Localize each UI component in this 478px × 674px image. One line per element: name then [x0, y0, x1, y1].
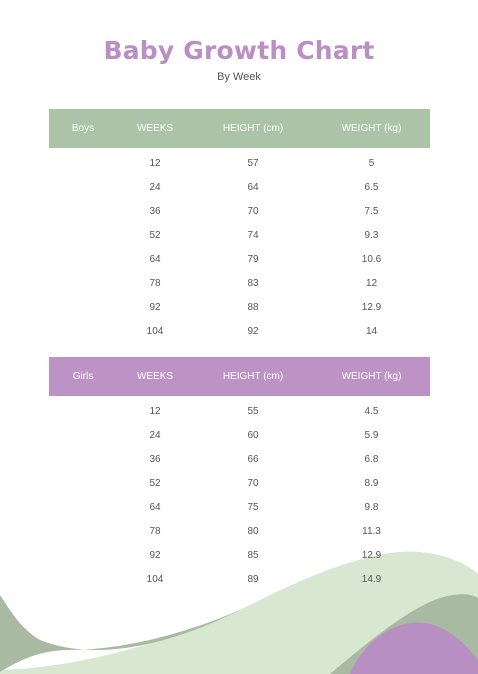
weight-cell: 9.3	[364, 229, 379, 241]
weight-cell: 14.9	[361, 574, 382, 586]
height-cell: 55	[247, 405, 259, 417]
weight-cell: 6.5	[364, 181, 379, 193]
weeks-cell: 64	[149, 253, 161, 265]
weight-cell: 10.6	[361, 253, 382, 265]
weeks-cell: 24	[149, 181, 161, 193]
height-cell: 92	[247, 326, 259, 338]
weeks-cell: 12	[149, 157, 161, 169]
weeks-cell: 36	[149, 453, 161, 465]
header-group-label: Boys	[71, 123, 95, 134]
weeks-cell: 104	[146, 574, 164, 586]
weeks-cell: 78	[149, 526, 161, 538]
girls-table: Girls WEEKS HEIGHT (cm) WEIGHT (kg) 12 55…	[49, 357, 430, 592]
wave-purple	[350, 622, 478, 674]
boys-table-body: 12 57 5 24 64 6.5 36 70 7.5 52 74 9.3 64 79 10.6 78 83 12…	[49, 148, 430, 344]
weeks-cell: 52	[149, 229, 161, 241]
table-row: 78 83 12	[49, 271, 430, 295]
height-cell: 60	[247, 429, 259, 441]
weight-cell: 5	[368, 157, 375, 169]
height-cell: 75	[247, 501, 259, 513]
weight-cell: 12.9	[361, 302, 382, 314]
header-weight: WEIGHT (kg)	[341, 123, 402, 134]
weight-cell: 7.5	[364, 205, 379, 217]
table-row: 52 74 9.3	[49, 223, 430, 247]
wave-dark-green-left	[0, 595, 240, 672]
header-weight: WEIGHT (kg)	[341, 371, 402, 382]
weeks-cell: 104	[146, 326, 164, 338]
weight-cell: 11.3	[362, 526, 381, 538]
table-row: 36 66 6.8	[49, 447, 430, 471]
table-row: 92 88 12.9	[49, 296, 430, 320]
header-weeks: WEEKS	[136, 371, 174, 382]
height-cell: 64	[247, 181, 259, 193]
weight-cell: 12.9	[361, 550, 382, 562]
header-weeks: WEEKS	[136, 123, 174, 134]
weeks-cell: 24	[149, 429, 161, 441]
height-cell: 80	[247, 526, 259, 538]
table-row: 104 89 14.9	[49, 568, 430, 592]
weeks-cell: 36	[149, 205, 161, 217]
height-cell: 83	[247, 278, 259, 290]
table-row: 52 70 8.9	[49, 471, 430, 495]
weeks-cell: 64	[149, 501, 161, 513]
height-cell: 85	[247, 550, 259, 562]
weeks-cell: 92	[149, 550, 161, 562]
boys-table-header: Boys WEEKS HEIGHT (cm) WEIGHT (kg)	[49, 109, 430, 148]
height-cell: 70	[247, 205, 259, 217]
table-row: 36 70 7.5	[49, 199, 430, 223]
table-row: 92 85 12.9	[49, 544, 430, 568]
page-subtitle: By Week	[217, 71, 261, 83]
wave-dark-green-right	[330, 594, 478, 674]
weight-cell: 4.5	[364, 405, 379, 417]
height-cell: 89	[247, 574, 259, 586]
girls-table-body: 12 55 4.5 24 60 5.9 36 66 6.8 52 70 8.9 64 75 9.8 78 80 1…	[49, 396, 430, 592]
weight-cell: 5.9	[364, 429, 379, 441]
weeks-cell: 12	[149, 405, 161, 417]
weeks-cell: 78	[149, 278, 161, 290]
weeks-cell: 52	[149, 477, 161, 489]
girls-table-header: Girls WEEKS HEIGHT (cm) WEIGHT (kg)	[49, 357, 430, 396]
weight-cell: 6.8	[364, 453, 379, 465]
height-cell: 70	[247, 477, 259, 489]
table-row: 78 80 11.3	[49, 519, 430, 543]
weight-cell: 14	[365, 326, 378, 338]
height-cell: 88	[247, 302, 259, 314]
header-height: HEIGHT (cm)	[222, 371, 284, 382]
height-cell: 74	[247, 229, 259, 241]
table-row: 64 79 10.6	[49, 247, 430, 271]
table-row: 24 60 5.9	[49, 423, 430, 447]
height-cell: 79	[247, 253, 259, 265]
header-height: HEIGHT (cm)	[222, 123, 284, 134]
height-cell: 57	[247, 157, 259, 169]
table-row: 24 64 6.5	[49, 175, 430, 199]
table-row: 104 92 14	[49, 320, 430, 344]
boys-table: Boys WEEKS HEIGHT (cm) WEIGHT (kg) 12 57 5…	[49, 109, 430, 344]
table-row: 12 57 5	[49, 151, 430, 175]
table-row: 64 75 9.8	[49, 495, 430, 519]
weight-cell: 12	[365, 278, 378, 290]
weeks-cell: 92	[149, 302, 161, 314]
page-title: Baby Growth Chart	[103, 36, 375, 65]
weight-cell: 8.9	[364, 477, 379, 489]
height-cell: 66	[247, 453, 259, 465]
weight-cell: 9.8	[364, 501, 379, 513]
table-row: 12 55 4.5	[49, 399, 430, 423]
header-group-label: Girls	[72, 371, 94, 382]
